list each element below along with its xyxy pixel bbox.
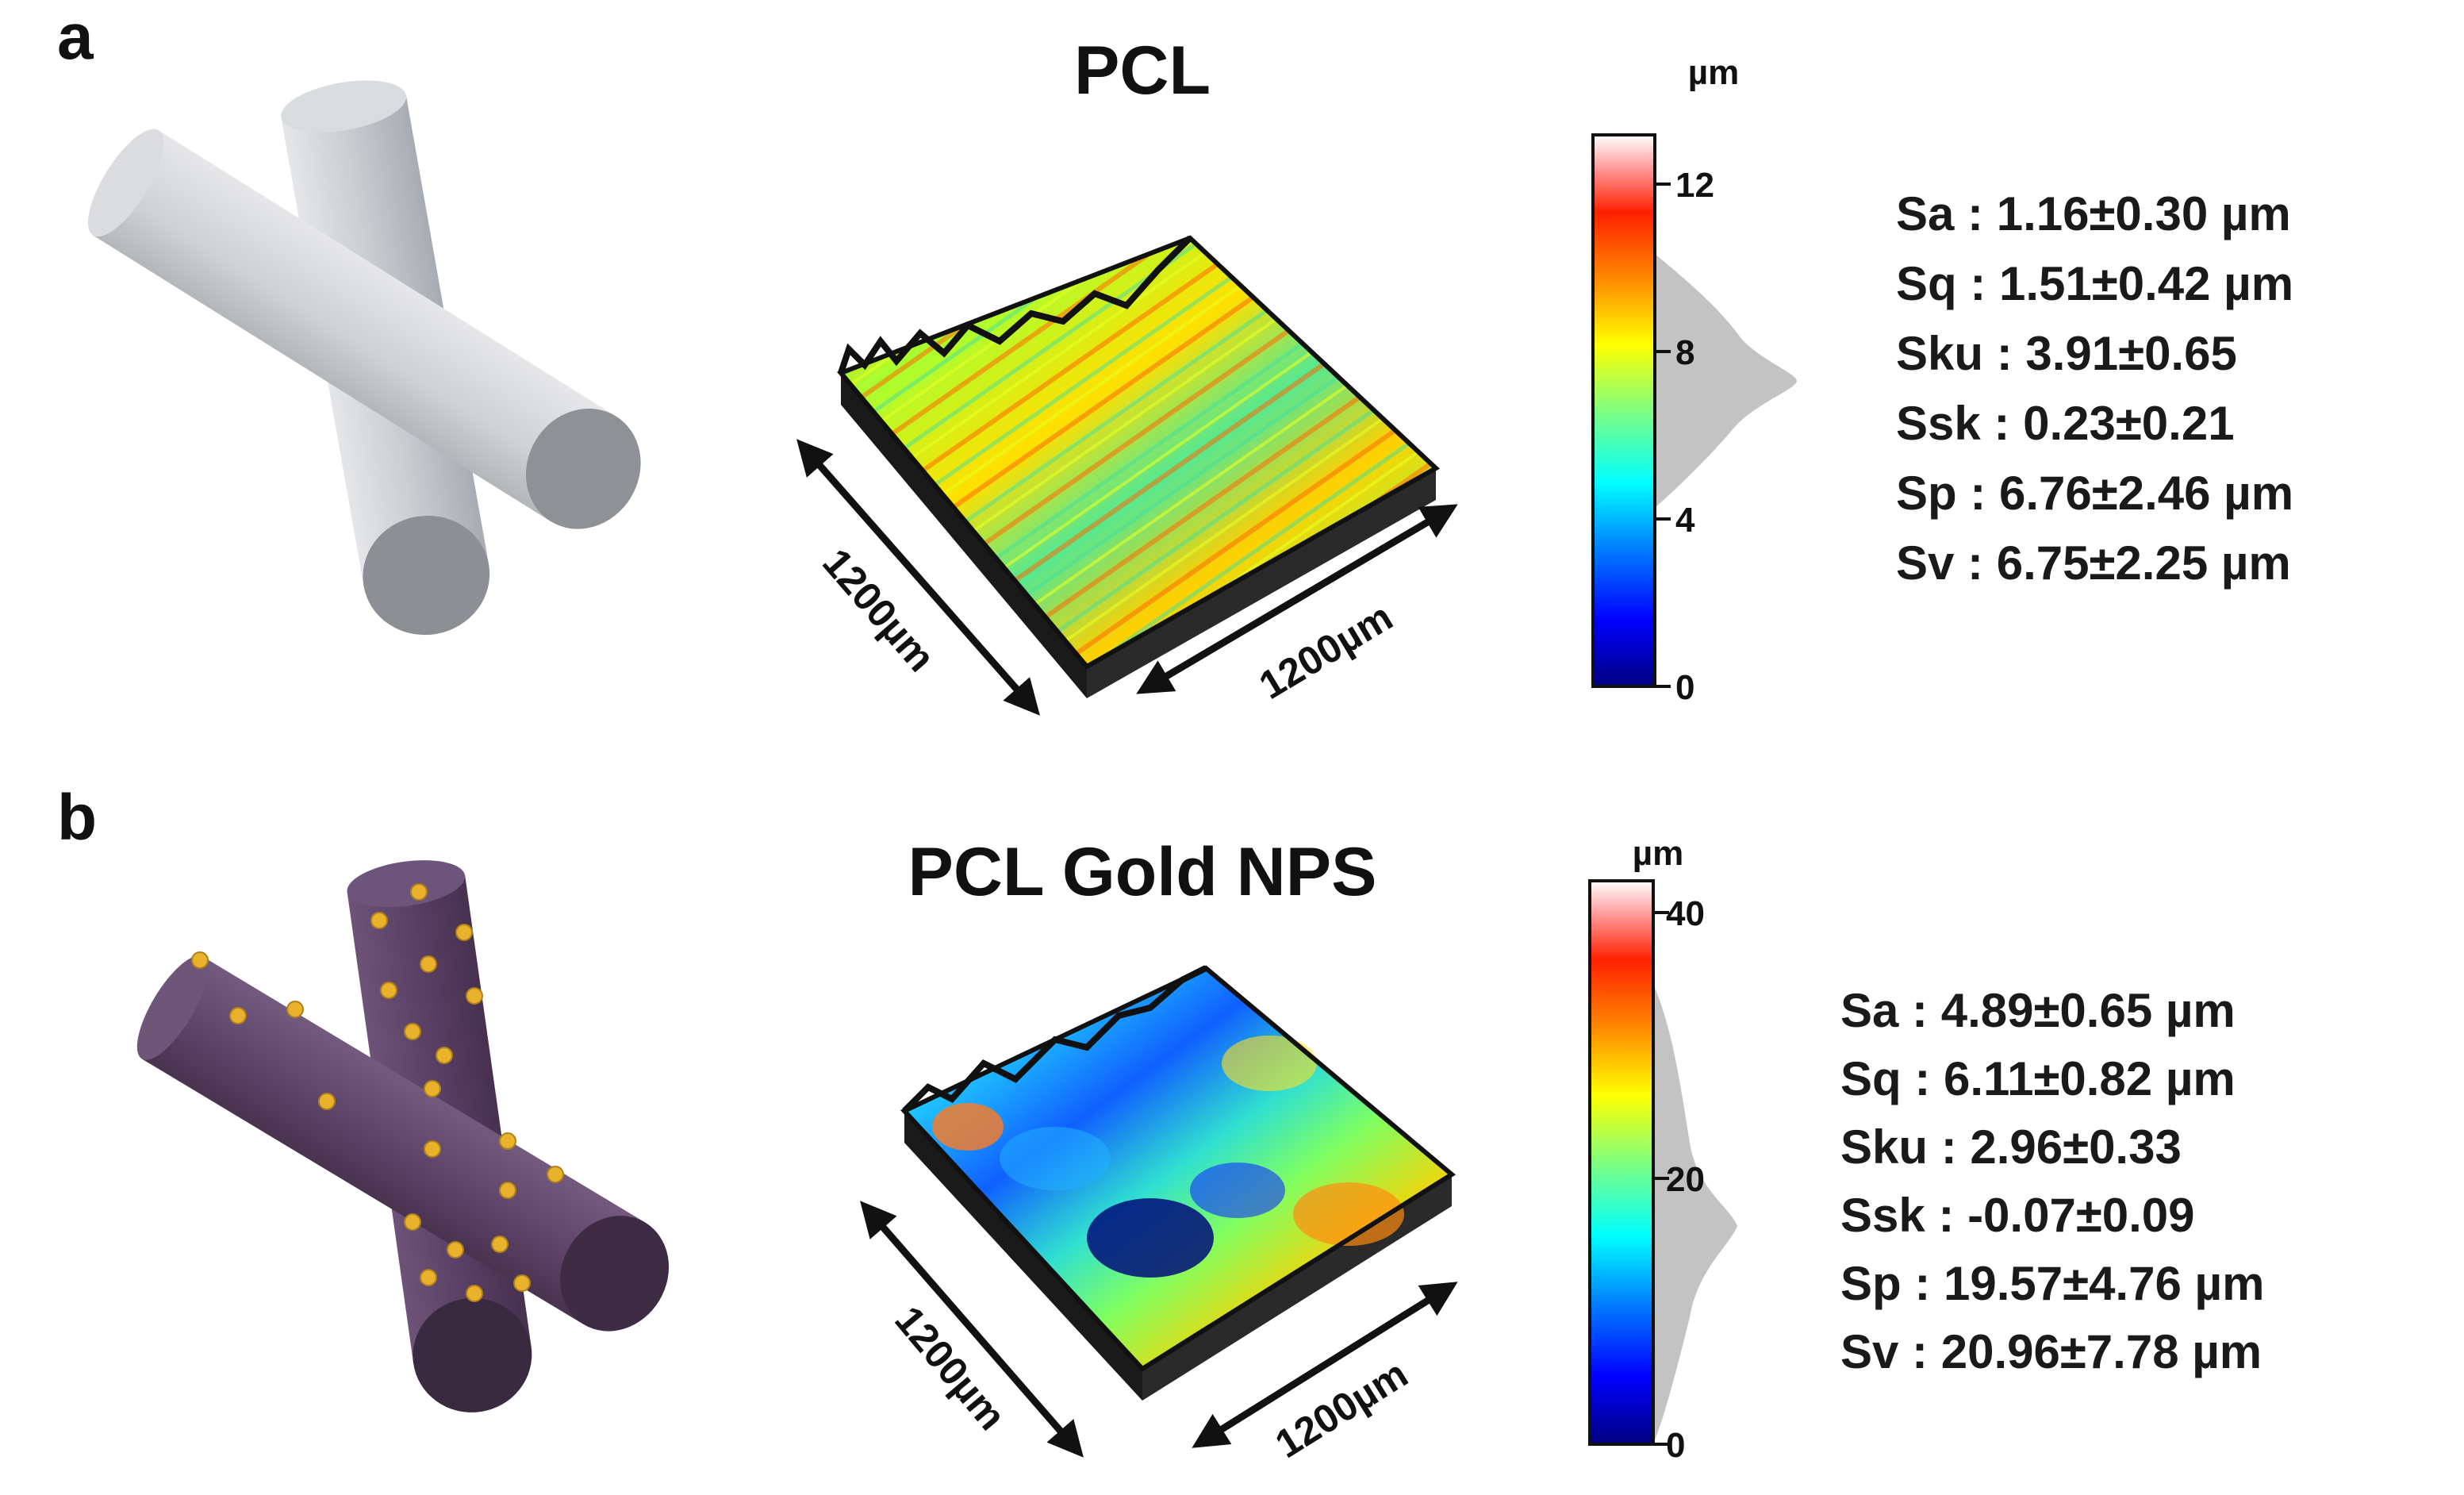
- stat-sp: Sp : 6.76±2.46 µm: [1896, 467, 2293, 520]
- stat-ssk: Ssk : 0.23±0.21: [1896, 397, 2235, 450]
- dimension-arrow-left: [796, 439, 1040, 716]
- colorbar-tick: 0: [1666, 1426, 1685, 1465]
- height-histogram: [1655, 254, 1797, 508]
- stat-sq: Sq : 6.11±0.82 µm: [1840, 1052, 2236, 1105]
- colorbar-unit: µm: [1633, 834, 1683, 873]
- panel-b-title: PCL Gold NPS: [908, 834, 1377, 910]
- colorbar-unit: µm: [1688, 53, 1739, 92]
- colorbar-tick: 0: [1675, 668, 1694, 707]
- gold-nanoparticles: [191, 883, 564, 1302]
- gold-np-height-colorbar: µm 40 20 0: [1588, 834, 1737, 1465]
- colorbar-tick: 8: [1675, 333, 1694, 372]
- pcl-roughness-stats: Sa : 1.16±0.30 µm Sq : 1.51±0.42 µm Sku …: [1896, 187, 2293, 590]
- colorbar-tick: 4: [1675, 501, 1695, 540]
- dimension-arrow-left: [860, 1201, 1084, 1458]
- pcl-fiber-illustration: [87, 80, 641, 636]
- dimension-label-left: 1200µm: [814, 540, 943, 680]
- panel-a: a PCL 1200: [57, 1, 2293, 716]
- stat-sku: Sku : 3.91±0.65: [1896, 327, 2237, 380]
- stat-sku: Sku : 2.96±0.33: [1840, 1120, 2182, 1174]
- stat-sq: Sq : 1.51±0.42 µm: [1896, 257, 2293, 310]
- gold-fiber-front: [136, 955, 670, 1332]
- pcl-height-colorbar: µm 12 8 4 0: [1591, 53, 1797, 707]
- stat-sa: Sa : 1.16±0.30 µm: [1896, 187, 2291, 240]
- colorbar-tick: 12: [1675, 166, 1714, 205]
- panel-b-label: b: [57, 782, 97, 854]
- dimension-arrow-right: [1192, 1282, 1458, 1448]
- panel-a-label: a: [57, 1, 94, 73]
- stat-sp: Sp : 19.57±4.76 µm: [1840, 1257, 2264, 1310]
- dimension-label-left: 1200µm: [886, 1297, 1014, 1438]
- colorbar-tick: 40: [1666, 894, 1705, 933]
- stat-sv: Sv : 20.96±7.78 µm: [1840, 1325, 2262, 1378]
- dimension-arrow-right: [1136, 504, 1458, 694]
- gold-np-roughness-stats: Sa : 4.89±0.65 µm Sq : 6.11±0.82 µm Sku …: [1840, 984, 2264, 1378]
- panel-a-title: PCL: [1074, 33, 1211, 109]
- pcl-fiber-front: [87, 129, 641, 529]
- stat-sa: Sa : 4.89±0.65 µm: [1840, 984, 2236, 1037]
- dimension-label-right: 1200µm: [1268, 1351, 1415, 1466]
- stat-ssk: Ssk : -0.07±0.09: [1840, 1189, 2195, 1242]
- height-histogram: [1653, 984, 1737, 1444]
- colorbar-tick: 20: [1666, 1160, 1705, 1199]
- stat-sv: Sv : 6.75±2.25 µm: [1896, 536, 2291, 590]
- panel-b: b PCL Gold: [57, 782, 2264, 1466]
- gold-np-fiber-illustration: [136, 860, 670, 1412]
